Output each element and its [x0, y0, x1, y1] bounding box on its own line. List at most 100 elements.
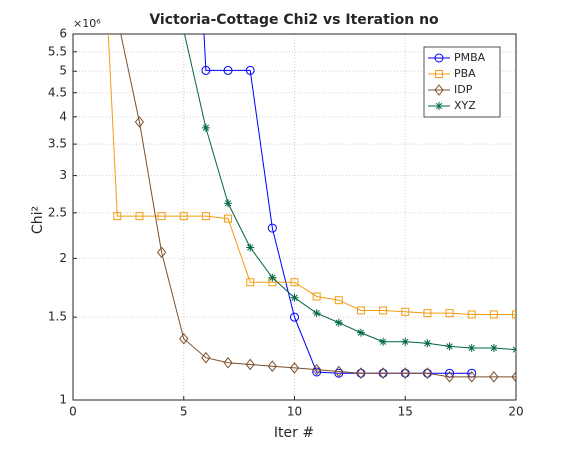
marker — [356, 367, 366, 380]
marker-shape — [290, 278, 299, 287]
marker — [245, 358, 255, 371]
marker-shape — [113, 212, 122, 221]
marker — [445, 309, 454, 318]
marker — [334, 296, 343, 305]
marker-shape — [378, 367, 388, 380]
chart-title: Victoria-Cottage Chi2 vs Iteration no — [149, 12, 439, 28]
marker-shape — [512, 348, 516, 353]
marker-shape — [489, 371, 499, 383]
marker — [267, 360, 277, 372]
marker — [156, 246, 167, 259]
marker-shape — [489, 310, 498, 319]
marker-shape — [512, 310, 516, 319]
marker-shape — [400, 367, 410, 380]
marker — [356, 328, 365, 337]
y-tick-label: 5 — [59, 64, 67, 78]
marker-shape — [202, 124, 210, 131]
marker — [246, 278, 255, 287]
marker-shape — [312, 292, 321, 301]
y-tick-label: 4 — [59, 109, 67, 123]
marker — [445, 342, 454, 351]
marker — [512, 310, 516, 319]
marker-shape — [335, 319, 342, 326]
marker — [400, 367, 410, 380]
marker-shape — [434, 53, 444, 63]
marker-shape — [445, 309, 454, 318]
marker — [290, 312, 299, 322]
marker — [224, 214, 233, 223]
marker-shape — [435, 102, 443, 110]
marker-shape — [434, 84, 444, 96]
marker-shape — [135, 212, 144, 221]
marker — [444, 371, 455, 383]
marker — [267, 223, 277, 233]
marker-shape — [157, 212, 166, 221]
marker-shape — [267, 360, 277, 372]
x-tick-label: 0 — [69, 405, 77, 419]
x-tick-label: 5 — [180, 405, 188, 419]
marker — [289, 362, 300, 374]
marker — [179, 212, 188, 221]
marker-shape — [113, 13, 121, 23]
marker-shape — [356, 306, 365, 315]
marker — [434, 84, 444, 96]
marker — [290, 293, 299, 302]
marker-shape — [424, 340, 431, 347]
marker — [512, 345, 516, 354]
marker-shape — [245, 65, 255, 75]
marker — [467, 371, 477, 383]
y-tick-label: 1 — [59, 393, 67, 407]
y-tick-label: 6 — [59, 27, 67, 41]
marker-shape — [223, 356, 233, 369]
marker — [201, 65, 211, 75]
marker-shape — [357, 329, 365, 336]
marker — [356, 306, 365, 315]
legend-box — [423, 46, 501, 118]
marker-shape — [312, 367, 322, 377]
x-tick-label: 15 — [398, 405, 413, 419]
marker — [224, 199, 233, 208]
marker — [113, 13, 121, 23]
y-tick-label: 2 — [59, 251, 67, 265]
marker — [312, 363, 322, 376]
marker — [135, 212, 144, 221]
marker — [201, 212, 210, 221]
y-tick-label: 4.5 — [48, 85, 67, 99]
y-tick-label: 1.5 — [48, 310, 67, 324]
marker-shape — [201, 65, 211, 75]
legend-label: IDP — [454, 83, 473, 96]
marker-shape — [156, 246, 167, 259]
marker-shape — [224, 200, 232, 207]
marker — [489, 343, 498, 352]
marker-shape — [435, 70, 443, 78]
marker-shape — [334, 365, 344, 378]
legend-label: PMBA — [454, 51, 486, 64]
marker — [378, 367, 388, 380]
marker — [422, 367, 433, 380]
plot-lines — [107, 13, 516, 383]
marker-shape — [289, 362, 300, 374]
marker-shape — [334, 296, 343, 305]
marker-shape — [312, 363, 322, 376]
marker — [334, 365, 344, 378]
marker-shape — [379, 338, 387, 345]
marker — [246, 243, 255, 252]
marker — [379, 337, 388, 346]
marker-shape — [291, 294, 298, 301]
marker — [223, 356, 233, 369]
marker-shape — [356, 367, 366, 380]
marker-shape — [267, 223, 277, 233]
marker — [435, 70, 443, 78]
marker-shape — [181, 28, 187, 34]
marker — [467, 343, 476, 352]
marker-shape — [290, 312, 299, 322]
marker-shape — [402, 338, 409, 345]
marker-shape — [468, 344, 475, 352]
marker — [201, 123, 210, 132]
marker — [245, 65, 255, 75]
marker — [435, 102, 443, 110]
marker-shape — [201, 212, 210, 221]
marker — [179, 332, 189, 345]
y-tick-label: 2.5 — [48, 205, 67, 219]
